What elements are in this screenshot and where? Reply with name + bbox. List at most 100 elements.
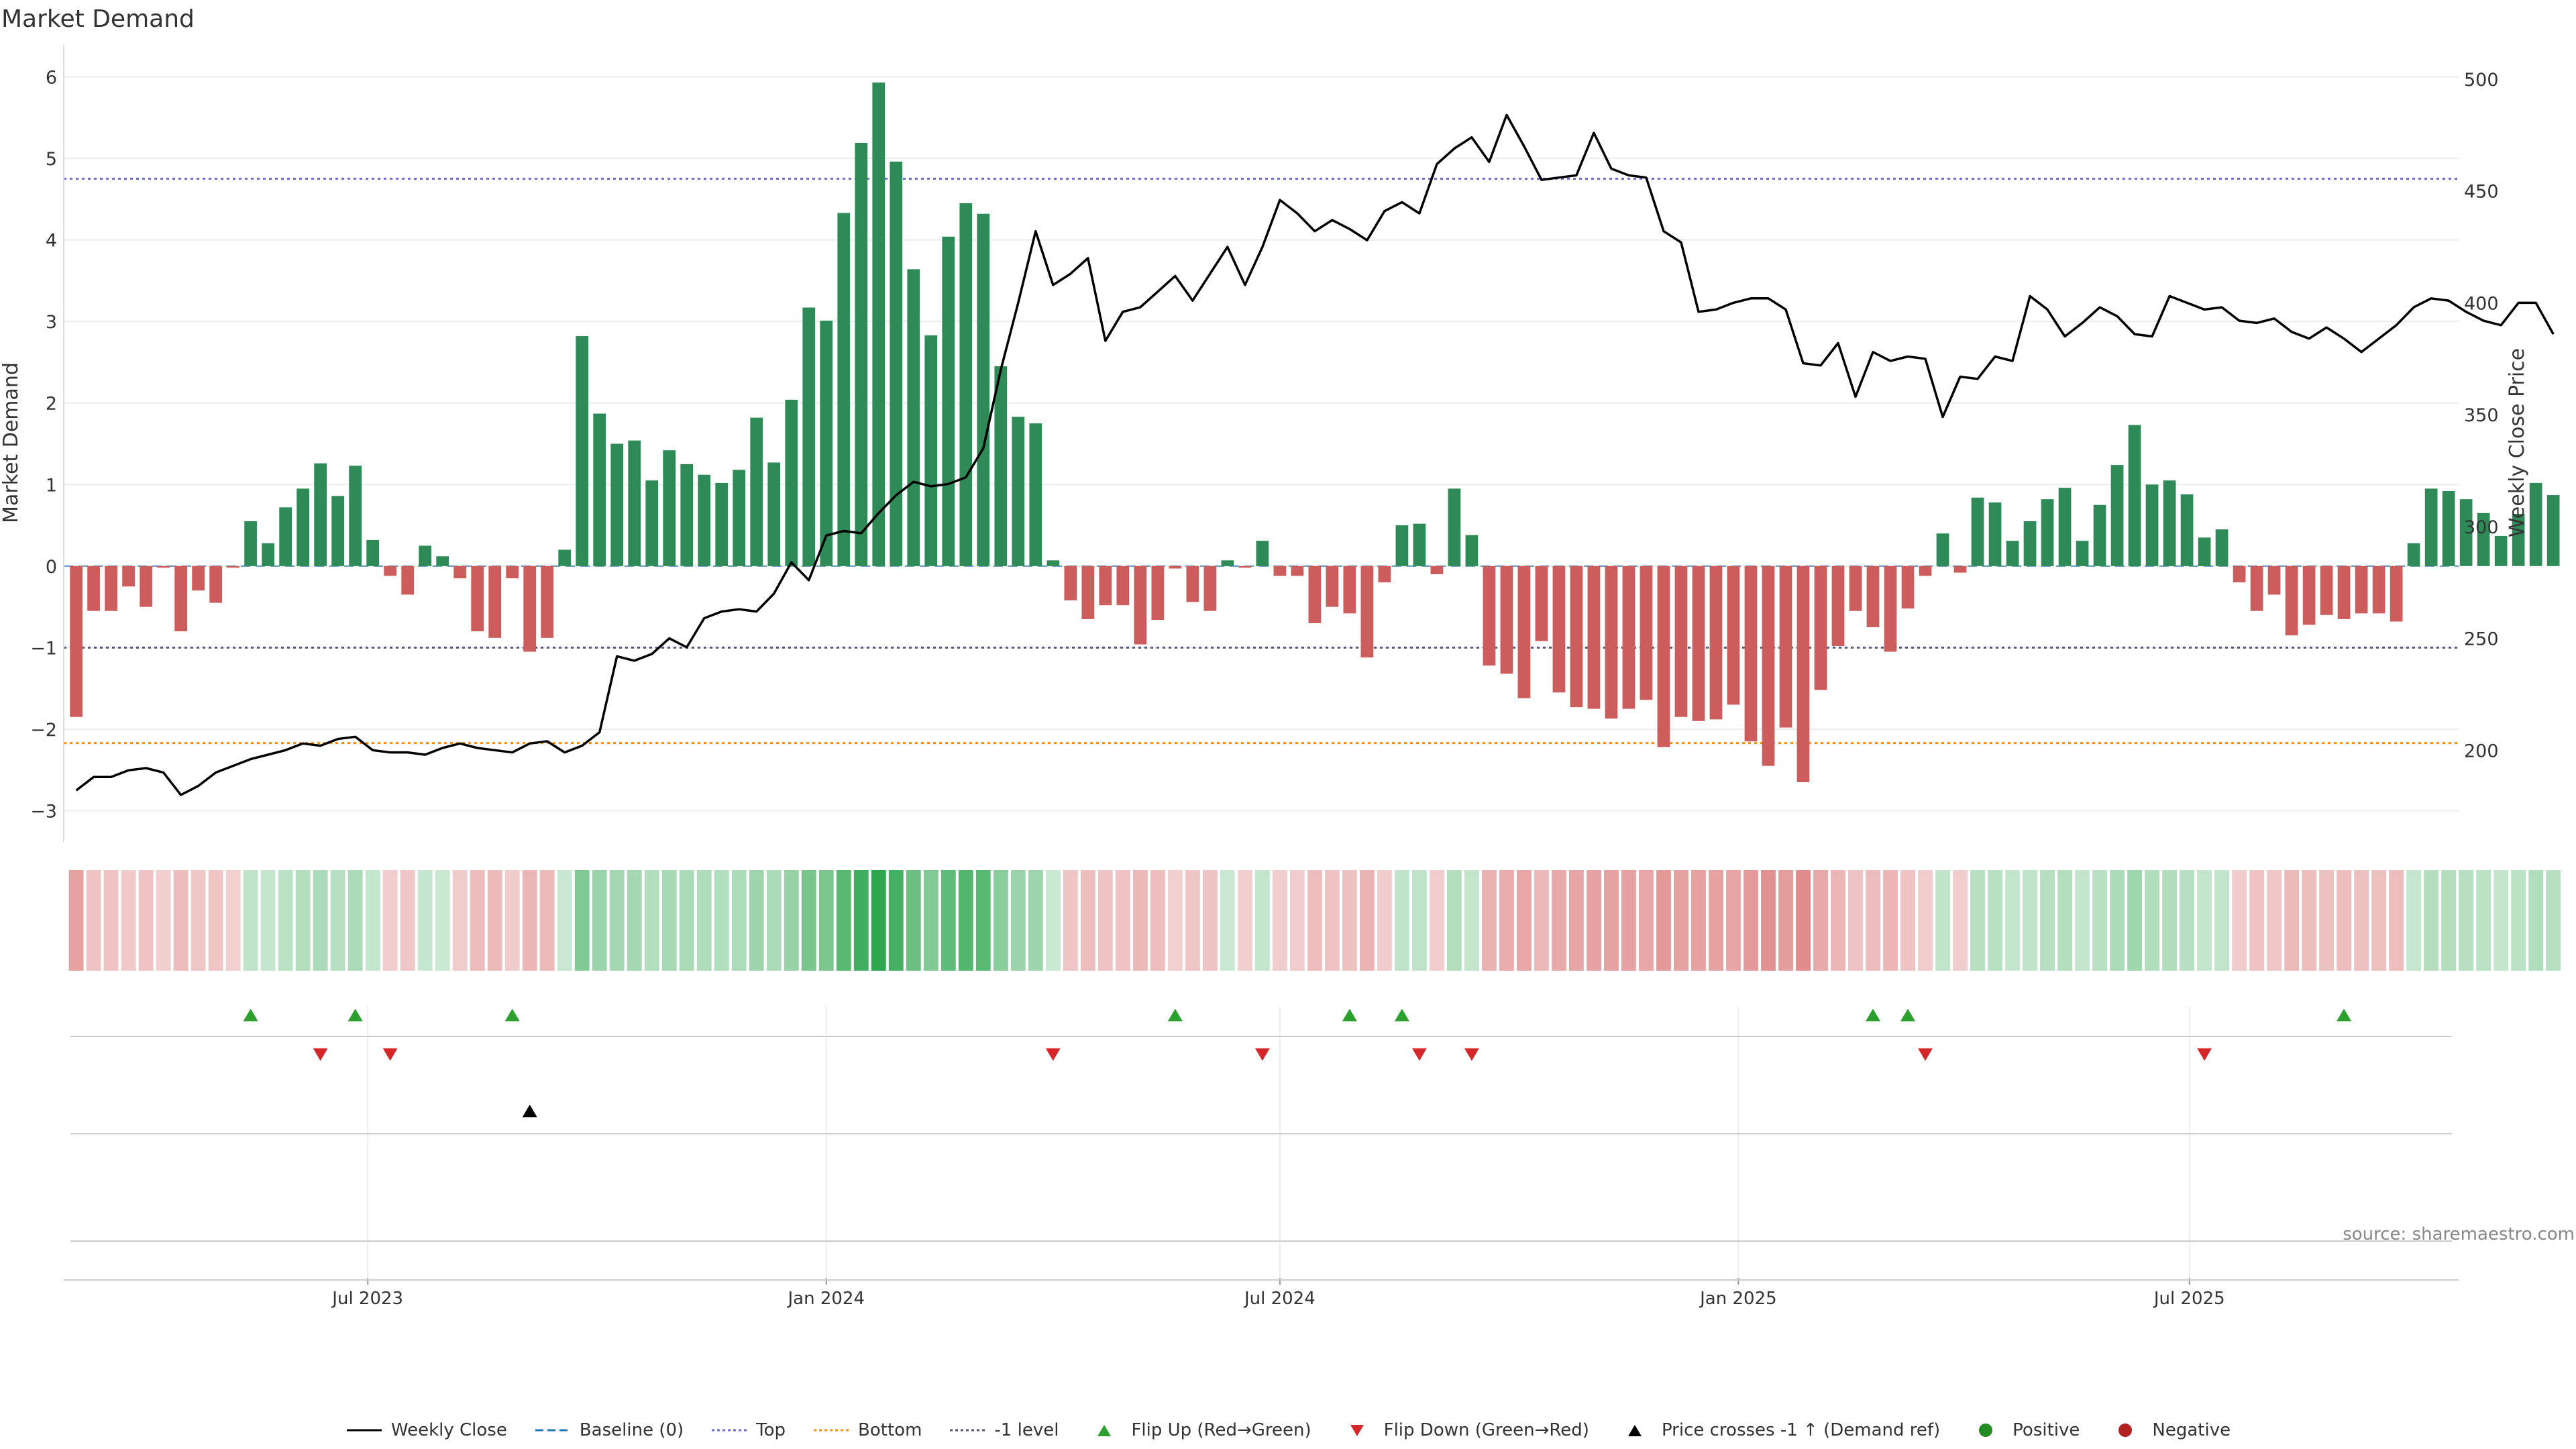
legend-item-price_cross: Price crosses -1 ↑ (Demand ref)	[1616, 1420, 1940, 1440]
y-tick-label: −1	[30, 638, 57, 659]
demand-bar	[140, 566, 152, 607]
demand-bar	[192, 566, 205, 591]
demand-bar	[698, 474, 711, 566]
demand-bar	[2424, 488, 2438, 566]
demand-bar	[1936, 533, 1949, 566]
status-cell	[906, 870, 921, 971]
legend-swatch-price_cross	[1627, 1425, 1642, 1436]
demand-bar	[1343, 566, 1356, 614]
status-cell	[1307, 870, 1322, 971]
flip-up-marker	[1342, 1008, 1357, 1022]
demand-bar	[2076, 541, 2089, 566]
demand-bar	[297, 488, 309, 566]
demand-bar	[959, 203, 973, 566]
status-cell	[766, 870, 782, 971]
axes: 6 5 4 3 2 1 0 −1 −2 −3 500 450 400 350 300 250 200 Jul 20…	[30, 46, 2499, 1309]
demand-bar	[314, 463, 327, 566]
status-cell	[1097, 870, 1113, 971]
demand-bar	[1605, 566, 1618, 719]
demand-bar	[1744, 566, 1758, 742]
demand-bar	[1622, 566, 1635, 709]
legend-item-positive: Positive	[1967, 1420, 2080, 1440]
demand-bar	[2023, 521, 2037, 566]
demand-bar	[366, 539, 380, 566]
demand-bar	[663, 450, 676, 566]
legend-item-baseline: Baseline (0)	[534, 1420, 684, 1440]
demand-bar	[1238, 566, 1252, 568]
status-cell	[1604, 870, 1619, 971]
demand-bar	[401, 566, 415, 595]
status-cell	[470, 870, 485, 971]
status-cell	[68, 870, 84, 971]
status-cell	[2459, 870, 2474, 971]
demand-bar	[1326, 566, 1339, 607]
level-lines	[64, 177, 2459, 745]
y2-tick-label: 450	[2464, 182, 2499, 203]
status-cell	[2371, 870, 2387, 971]
status-cell	[417, 870, 433, 971]
demand-bar	[2355, 566, 2368, 614]
x-tick-label: Jan 2025	[1699, 1289, 1777, 1309]
status-cell	[836, 870, 851, 971]
status-cell	[2319, 870, 2334, 971]
status-cell	[696, 870, 712, 971]
status-cell	[2040, 870, 2055, 971]
status-cell	[347, 870, 363, 971]
demand-bar	[1831, 566, 1845, 646]
status-cell	[1185, 870, 1200, 971]
status-cell	[1761, 870, 1776, 971]
flip-down-marker	[382, 1048, 398, 1061]
status-cell	[1970, 870, 1985, 971]
demand-bar	[1256, 541, 1269, 566]
demand-bar	[1029, 423, 1042, 566]
demand-bar	[576, 336, 589, 566]
status-cell	[2249, 870, 2265, 971]
legend-label: Baseline (0)	[579, 1420, 684, 1440]
status-cell	[731, 870, 747, 971]
demand-bar	[645, 480, 659, 566]
y2-axis-label: Weekly Close Price	[2506, 348, 2529, 537]
status-cell	[1115, 870, 1130, 971]
y-tick-label: 4	[46, 231, 57, 252]
status-cell	[1953, 870, 1968, 971]
status-cell	[1621, 870, 1636, 971]
status-cell	[2389, 870, 2404, 971]
demand-bar	[2110, 465, 2124, 566]
status-cell	[923, 870, 938, 971]
status-cell	[1796, 870, 1811, 971]
status-cell	[749, 870, 764, 971]
demand-bar	[2546, 495, 2560, 566]
status-cell	[1237, 870, 1252, 971]
legend-swatch-negative	[2118, 1424, 2133, 1437]
demand-bar	[1308, 566, 1322, 623]
status-cell	[1552, 870, 1566, 971]
demand-bar	[1378, 566, 1391, 583]
demand-bar	[1587, 566, 1601, 709]
legend-item-flip_down: Flip Down (Green→Red)	[1338, 1420, 1589, 1440]
demand-bar	[1134, 566, 1147, 645]
demand-bar	[2128, 425, 2141, 566]
status-cell	[1324, 870, 1340, 971]
status-cell	[1674, 870, 1688, 971]
legend-label: Flip Down (Green→Red)	[1383, 1420, 1589, 1440]
demand-bar	[262, 543, 274, 566]
demand-bar	[733, 470, 746, 566]
status-cell	[1709, 870, 1723, 971]
status-cell	[818, 870, 834, 971]
demand-bar	[1552, 566, 1566, 693]
status-cell	[1639, 870, 1654, 971]
status-cell	[958, 870, 973, 971]
demand-bar	[349, 466, 362, 566]
legend: Weekly Close Baseline (0) Top Bottom -1 leve…	[0, 1417, 2576, 1444]
status-cell	[1778, 870, 1793, 971]
weekly-close-line-layer	[75, 113, 2555, 796]
status-cell	[1848, 870, 1863, 971]
demand-bar	[785, 399, 798, 566]
flip-up-marker	[347, 1008, 363, 1022]
y2-tick-label: 400	[2464, 293, 2499, 314]
legend-item-bottom: Bottom	[812, 1420, 922, 1440]
status-cell	[2023, 870, 2037, 971]
legend-swatch-baseline	[535, 1429, 570, 1432]
status-cell	[1499, 870, 1514, 971]
status-cell	[365, 870, 380, 971]
